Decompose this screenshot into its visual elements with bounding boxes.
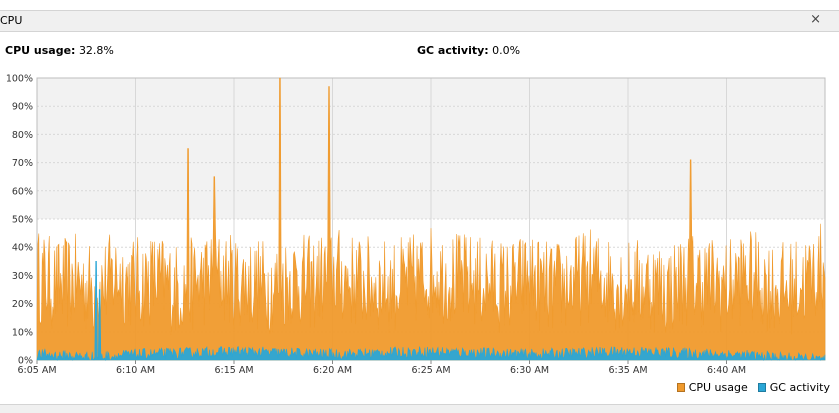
cpu-chart: 0% 10% 20% 30% 40% 50% 60% 70% 80% 90% 100% 6:05 AM… <box>6 74 826 376</box>
y-tick-label: 20% <box>12 299 33 310</box>
legend-item-gc: GC activity <box>757 381 830 394</box>
legend-label-cpu: CPU usage <box>688 381 748 394</box>
gc-activity-value: 0.0% <box>492 44 521 57</box>
y-tick-label: 10% <box>12 327 33 338</box>
window-footer <box>0 404 839 413</box>
x-tick-label: 6:25 AM <box>411 365 450 376</box>
y-tick-label: 0% <box>18 356 33 367</box>
y-tick-label: 90% <box>12 102 33 113</box>
legend-item-cpu: CPU usage <box>676 381 748 394</box>
legend-label-gc: GC activity <box>769 381 830 394</box>
y-tick-label: 40% <box>12 243 33 254</box>
series-area-cpu-usage <box>36 77 826 361</box>
gc-activity-status: GC activity: 0.0% <box>417 44 520 57</box>
y-tick-label: 80% <box>12 130 33 141</box>
legend-swatch-cpu <box>676 383 685 392</box>
window-title: CPU <box>0 14 23 27</box>
close-icon[interactable]: × <box>810 12 821 27</box>
y-tick-label: 100% <box>6 74 33 85</box>
legend-swatch-gc <box>757 383 766 392</box>
x-tick-label: 6:15 AM <box>214 365 253 376</box>
x-tick-label: 6:05 AM <box>17 365 56 376</box>
y-tick-label: 60% <box>12 186 33 197</box>
y-tick-label: 30% <box>12 271 33 282</box>
x-tick-label: 6:20 AM <box>313 365 352 376</box>
x-tick-label: 6:10 AM <box>116 365 155 376</box>
cpu-usage-value: 32.8% <box>78 44 114 57</box>
y-tick-label: 50% <box>12 215 33 226</box>
y-tick-label: 70% <box>12 158 33 169</box>
x-tick-label: 6:30 AM <box>510 365 549 376</box>
x-tick-label: 6:35 AM <box>608 365 647 376</box>
chart-legend: CPU usage GC activity <box>667 381 830 394</box>
cpu-usage-status: CPU usage: 32.8% <box>5 44 114 57</box>
series-area-gc-activity <box>36 261 826 362</box>
x-tick-label: 6:40 AM <box>707 365 746 376</box>
gc-activity-label: GC activity: <box>417 44 489 57</box>
cpu-usage-label: CPU usage: <box>5 44 76 57</box>
window-titlebar: CPU × <box>0 10 839 32</box>
